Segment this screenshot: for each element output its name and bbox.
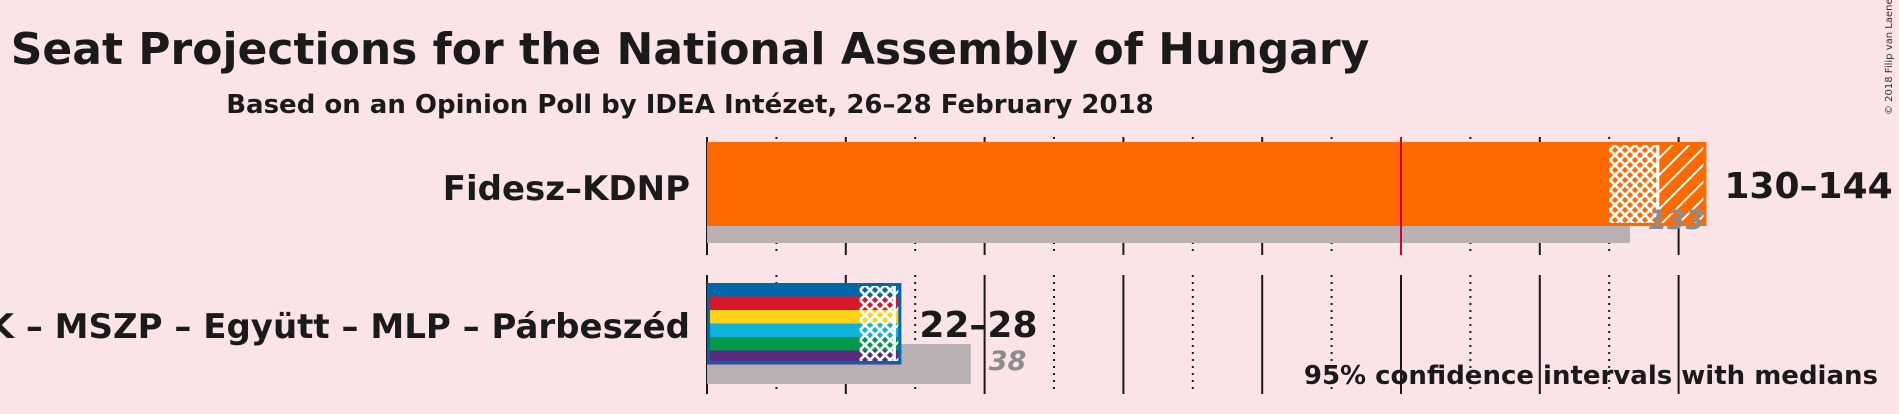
confidence-note: 95% confidence intervals with medians: [1304, 361, 1878, 391]
median-line: [1656, 142, 1660, 226]
previous-seats-label: 133: [1648, 205, 1704, 236]
seat-bar-stripe-0: [707, 283, 902, 297]
bars-layer: Fidesz–KDNP 130–144 133 DK – MSZP – Együtt …: [0, 137, 1893, 384]
seat-bar-stripe-4: [707, 337, 902, 351]
party-name-label: Fidesz–KDNP: [443, 169, 690, 209]
party-row-1: DK – MSZP – Együtt – MLP – Párbeszéd 22–2…: [0, 283, 1038, 384]
seat-bar-stripe-3: [707, 323, 902, 338]
seat-bar-outline: [707, 283, 902, 364]
seat-range-label: 130–144: [1724, 166, 1892, 207]
seat-bar-outline: [707, 142, 1707, 226]
confidence-diagonal-hatch: [894, 283, 902, 364]
party-name-label: DK – MSZP – Együtt – MLP – Párbeszéd: [0, 307, 690, 347]
median-line: [892, 283, 896, 364]
seat-bar: [707, 142, 1707, 226]
chart-subtitle: Based on an Opinion Poll by IDEA Intézet…: [226, 90, 1154, 120]
copyright-text: © 2018 Filip van Laenen: [1884, 0, 1895, 115]
chart-title: Seat Projections for the National Assemb…: [11, 24, 1370, 75]
previous-result-bar: [707, 226, 1631, 243]
previous-seats-label: 38: [989, 346, 1027, 377]
seat-range-label: 22–28: [919, 305, 1037, 346]
seat-bar-stripe-1: [707, 296, 902, 311]
seat-bar-stripe-2: [707, 310, 902, 324]
confidence-crosshatch: [1609, 142, 1658, 226]
party-row-0: Fidesz–KDNP 130–144 133: [443, 142, 1893, 243]
confidence-diagonal-hatch: [1657, 142, 1707, 226]
confidence-crosshatch: [859, 283, 895, 364]
